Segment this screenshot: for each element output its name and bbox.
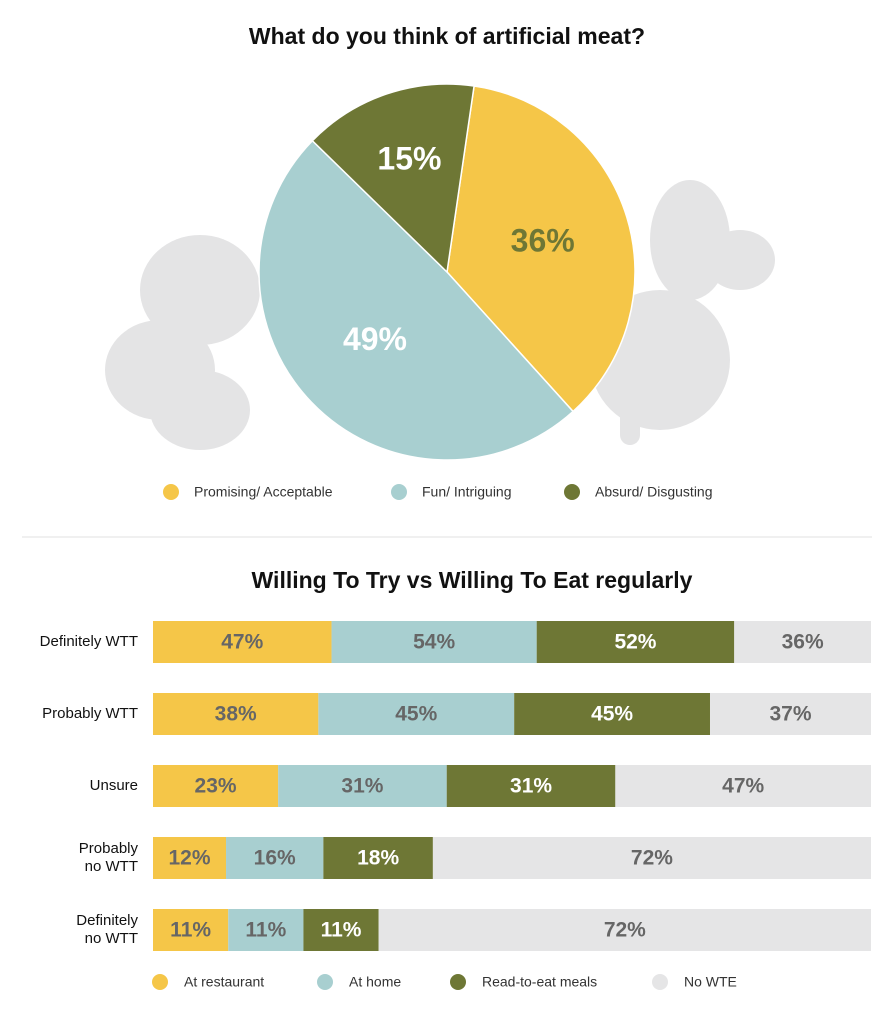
bar-label: 72% <box>604 919 646 942</box>
legend-marker <box>450 974 466 990</box>
y-tick-label: Definitely no WTT <box>76 912 138 947</box>
bar-segment <box>323 837 433 879</box>
chart-title: What do you think of artificial meat? <box>249 23 645 49</box>
bar-label: 37% <box>769 703 811 726</box>
legend-marker <box>391 484 407 500</box>
pie-slice <box>311 83 475 274</box>
legend-label: Promising/ Acceptable <box>194 484 333 500</box>
bar-label: 54% <box>413 631 455 654</box>
bar-label: 16% <box>254 847 296 870</box>
legend-marker <box>652 974 668 990</box>
pie-slice <box>446 85 636 413</box>
bar-segment <box>153 909 229 951</box>
bar-label: 23% <box>195 775 237 798</box>
bar-label: 45% <box>395 703 437 726</box>
bar-segment <box>226 837 324 879</box>
y-tick-label: Definitely WTT <box>40 633 138 650</box>
bar-label: 36% <box>782 631 824 654</box>
legend-label: At home <box>349 974 401 990</box>
bar-segment <box>318 693 515 735</box>
legend-marker <box>564 484 580 500</box>
bar-label: 47% <box>722 775 764 798</box>
chart-title: Willing To Try vs Willing To Eat regular… <box>252 567 693 593</box>
bar-label: 31% <box>341 775 383 798</box>
slice-label: 36% <box>511 222 575 258</box>
legend-label: Absurd/ Disgusting <box>595 484 713 500</box>
bar-label: 12% <box>168 847 210 870</box>
bar-label: 11% <box>245 919 286 942</box>
bar-segment <box>615 765 871 807</box>
y-tick-label: Probably no WTT <box>79 840 139 875</box>
bar-segment <box>734 621 871 663</box>
bar-segment <box>303 909 379 951</box>
bar-label: 47% <box>221 631 263 654</box>
bar-segment <box>536 621 735 663</box>
bar-label: 18% <box>357 847 399 870</box>
y-tick-label: Unsure <box>90 777 138 794</box>
bar-segment <box>514 693 710 735</box>
bar-segment <box>153 765 279 807</box>
y-tick-label: Probably WTT <box>42 705 138 722</box>
bar-label: 11% <box>170 919 211 942</box>
slice-label: 49% <box>343 321 407 357</box>
bar-label: 11% <box>321 919 362 942</box>
legend-marker <box>152 974 168 990</box>
bar-segment <box>432 837 871 879</box>
legend-label: Read-to-eat meals <box>482 974 597 990</box>
bar-segment <box>153 621 332 663</box>
bar-segment <box>153 693 319 735</box>
legend-marker <box>317 974 333 990</box>
legend-marker <box>163 484 179 500</box>
bar-segment <box>278 765 447 807</box>
bar-segment <box>153 837 227 879</box>
bar-label: 45% <box>591 703 633 726</box>
bar-segment <box>228 909 304 951</box>
legend-label: No WTE <box>684 974 737 990</box>
slice-label: 15% <box>377 141 441 177</box>
pie-slice <box>258 139 575 461</box>
bar-label: 38% <box>215 703 257 726</box>
bar-label: 52% <box>614 631 656 654</box>
bar-label: 72% <box>631 847 673 870</box>
bar-segment <box>446 765 616 807</box>
bar-segment <box>331 621 537 663</box>
legend-label: At restaurant <box>184 974 264 990</box>
bar-segment <box>378 909 871 951</box>
bar-segment <box>709 693 871 735</box>
legend-label: Fun/ Intriguing <box>422 484 512 500</box>
bar-label: 31% <box>510 775 552 798</box>
